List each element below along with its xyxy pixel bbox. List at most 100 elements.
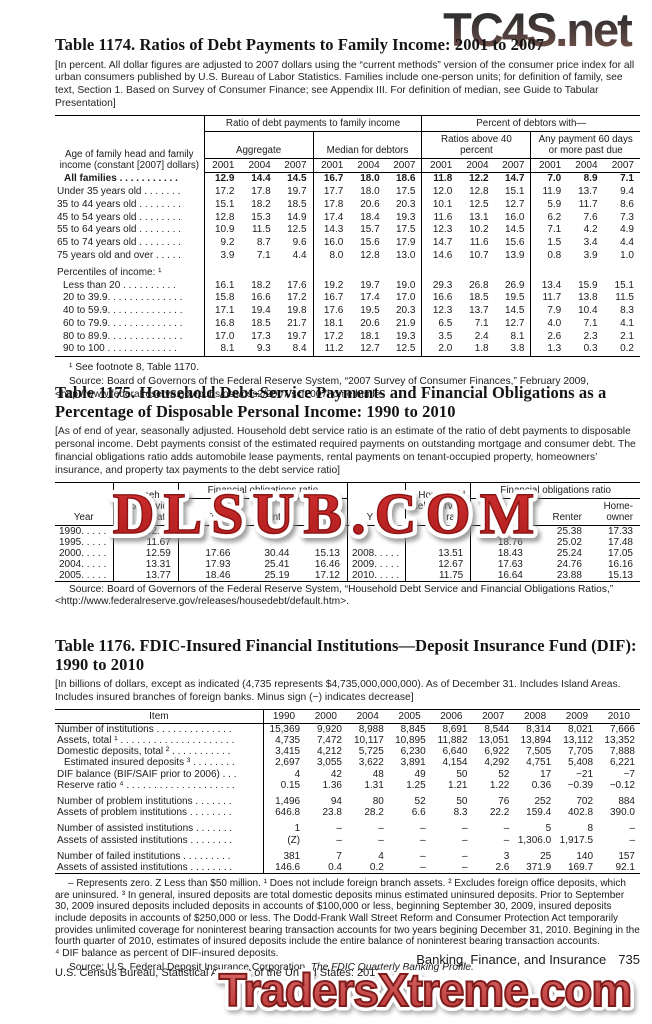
data-cell: 17.2	[214, 185, 235, 197]
data-cell: 1.0	[620, 249, 634, 261]
row-label: Assets, total ¹ . . . . . . . . . . . . …	[55, 735, 264, 747]
data-cell: 0.36	[531, 779, 552, 791]
data-cell: 14.4	[251, 173, 271, 185]
debt-ratios-table-header: Age of family head and family income (co…	[55, 115, 640, 174]
data-cell: –	[629, 823, 635, 835]
data-cell: 14.5	[276, 172, 314, 186]
year-cell: 2000. . . . .	[55, 547, 114, 559]
data-cell: 17.5	[385, 185, 423, 199]
data-cell: 19.0	[385, 279, 423, 293]
data-cell: 4,154	[442, 757, 468, 769]
data-cell: 11.6	[433, 211, 453, 223]
data-cell: 2.6	[547, 330, 562, 342]
data-cell: 30.44	[264, 547, 290, 559]
year-header: 2004	[567, 158, 604, 174]
data-cell: 25.02	[556, 536, 582, 548]
year-header: 2010	[598, 709, 640, 724]
data-cell: 7,666	[609, 723, 635, 735]
data-cell	[604, 263, 640, 280]
data-cell: –	[420, 834, 426, 846]
table-row: All families . . . . . . . . . . . 12.9 …	[55, 172, 640, 186]
data-cell: 16.6	[251, 292, 271, 304]
data-cell	[458, 263, 494, 280]
data-cell: 3,891	[400, 757, 426, 769]
data-cell: –	[420, 862, 426, 874]
item-column-header: Item	[55, 709, 264, 724]
data-cell: 92.1	[615, 862, 635, 874]
data-cell: 0.8	[547, 249, 562, 261]
debt-service-table: Year Household debt service ratio Financ…	[55, 481, 640, 582]
data-cell: 18.1	[323, 317, 344, 329]
data-cell: 6.6	[411, 807, 426, 819]
data-cell: 4.4	[276, 249, 314, 263]
data-cell: 17.6	[276, 279, 314, 293]
data-cell: –	[336, 823, 342, 835]
data-cell: 17.8	[251, 185, 271, 197]
row-label: 45 to 54 years old . . . . . . . .	[55, 211, 205, 225]
data-cell: –	[378, 834, 384, 846]
data-cell: 2.1	[620, 330, 634, 342]
data-cell: 7	[336, 850, 342, 862]
row-label: 20 to 39.9. . . . . . . . . . . . . .	[55, 292, 205, 306]
data-cell: 252	[534, 796, 552, 808]
data-cell: 18.5	[251, 317, 271, 329]
table-1174-note: [In percent. All dollar figures are adju…	[55, 59, 635, 110]
row-label: Assets of problem institutions . . . . .…	[55, 807, 264, 819]
data-cell: 16.46	[296, 558, 348, 570]
data-cell	[567, 263, 603, 280]
data-cell: 19.3	[385, 330, 423, 344]
data-cell: (Z)	[287, 834, 301, 846]
data-cell: 9.6	[276, 237, 314, 250]
data-cell: 159.4	[526, 807, 552, 819]
fdic-table-header: Item 1990 2000 2004 2005 2006 2007 2008 …	[55, 709, 640, 724]
data-cell: 15.13	[296, 547, 348, 559]
census-credit-line: U.S. Census Bureau, Statistical Abstract…	[55, 967, 382, 979]
data-cell: 25.38	[556, 525, 582, 537]
data-cell: 4,751	[526, 757, 552, 769]
data-cell: 6.2	[547, 211, 562, 223]
data-cell: 402.8	[568, 807, 594, 819]
data-cell: 146.6	[275, 862, 301, 874]
table-row: Assets of assisted institutions . . . . …	[55, 834, 640, 846]
table-1174-title: Table 1174. Ratios of Debt Payments to F…	[55, 35, 545, 54]
year-cell: 2004. . . . .	[55, 558, 114, 570]
data-cell: 2.6	[495, 862, 510, 874]
year-header: 2007	[276, 158, 314, 174]
table-row: 1990. . . . . 12.03 18.65 25.38 17.33	[55, 525, 640, 537]
data-cell: 14.6	[432, 249, 453, 261]
data-cell: 15.7	[360, 224, 380, 236]
data-cell: 2.0	[438, 343, 453, 355]
row-label: 35 to 44 years old . . . . . . . .	[55, 198, 205, 212]
year-cell: 1990. . . . .	[55, 525, 114, 537]
row-label: Less than 20 . . . . . . . . . .	[55, 279, 205, 293]
data-cell	[494, 262, 532, 280]
data-cell	[178, 525, 237, 537]
table-1175-title: Table 1175. Household Debt-Service Payme…	[55, 383, 607, 421]
table-1175-note: [As of end of year, seasonally adjusted.…	[55, 426, 636, 476]
fdic-table: Item 1990 2000 2004 2005 2006 2007 2008 …	[55, 708, 640, 875]
data-cell: 17.48	[607, 536, 633, 548]
data-cell: 15.9	[578, 279, 598, 291]
data-cell: 17.05	[607, 547, 633, 559]
table-1174-source-url: <http://www.federalreserve.gov/pubs/oss/…	[55, 388, 384, 400]
table-row: Number of failed institutions . . . . . …	[55, 845, 640, 863]
table-row: 45 to 54 years old . . . . . . . . 12.8 …	[55, 211, 640, 225]
data-cell: 8,988	[358, 723, 384, 735]
data-cell: 8,691	[442, 723, 468, 735]
data-cell	[313, 263, 349, 280]
total-subheader: Total	[178, 498, 238, 526]
data-cell: 16.0	[494, 211, 532, 225]
data-cell: 26.8	[469, 279, 489, 291]
data-cell: 8.1	[220, 343, 235, 355]
source-text: Source: U.S. Federal Deposit Insurance C…	[69, 962, 311, 974]
data-cell: 12.7	[360, 343, 380, 355]
data-cell: 4.9	[620, 224, 634, 236]
data-cell: 15.8	[214, 292, 235, 304]
data-cell: 18.0	[360, 173, 380, 185]
data-cell: 52	[414, 796, 426, 808]
table-row: Reserve ratio ⁴ . . . . . . . . . . . . …	[55, 779, 640, 792]
data-cell: 11.5	[251, 224, 271, 236]
year-header: 2007	[472, 709, 515, 724]
row-label: Percentiles of income: ¹	[55, 262, 205, 280]
data-cell: 6.5	[438, 317, 453, 329]
